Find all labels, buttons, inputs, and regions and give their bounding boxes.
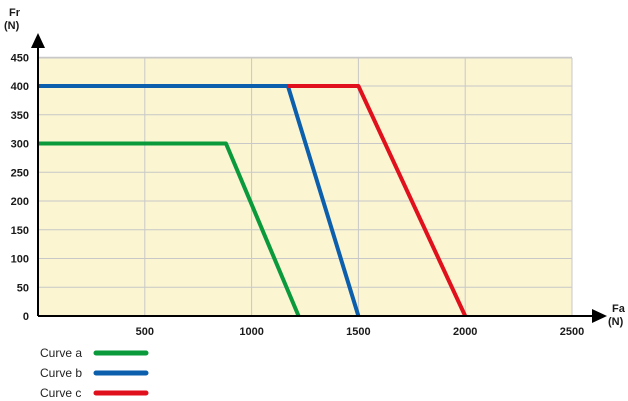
x-tick-label-1500: 1500 — [346, 326, 370, 338]
y-axis-title-line1: Fr — [9, 7, 21, 19]
x-tick-label-2500: 2500 — [560, 326, 584, 338]
series-line-curve-c — [287, 84, 468, 317]
legend-label-curve-c: Curve c — [40, 386, 81, 400]
plot-background — [38, 58, 572, 316]
y-tick-label-400: 400 — [11, 81, 29, 93]
x-tick-label-500: 500 — [136, 326, 154, 338]
x-tick-labels: 500 1000 1500 2000 2500 — [136, 326, 585, 338]
y-tick-label-200: 200 — [11, 196, 29, 208]
legend-label-curve-b: Curve b — [40, 366, 82, 380]
x-axis-title-line2: (N) — [608, 316, 624, 328]
y-tick-label-450: 450 — [11, 52, 29, 64]
x-tick-label-2000: 2000 — [453, 326, 477, 338]
y-tick-labels: 0 50 100 150 200 250 300 350 400 450 — [11, 52, 29, 323]
series-line-curve-a — [38, 141, 301, 317]
x-tick-label-1000: 1000 — [239, 326, 263, 338]
y-tick-label-250: 250 — [11, 167, 29, 179]
x-axis-title-line1: Fa — [612, 303, 626, 315]
y-tick-label-100: 100 — [11, 254, 29, 266]
legend-label-curve-a: Curve a — [40, 346, 82, 360]
y-tick-label-0: 0 — [23, 311, 29, 323]
y-tick-label-50: 50 — [17, 282, 29, 294]
legend: Curve a Curve b Curve c — [40, 346, 149, 400]
y-tick-label-350: 350 — [11, 110, 29, 122]
y-tick-label-300: 300 — [11, 139, 29, 151]
y-axis-title-line2: (N) — [4, 20, 20, 32]
y-axis-arrow — [31, 33, 45, 48]
y-tick-label-150: 150 — [11, 225, 29, 237]
x-axis-arrow — [592, 309, 607, 323]
series-lines — [38, 84, 468, 317]
